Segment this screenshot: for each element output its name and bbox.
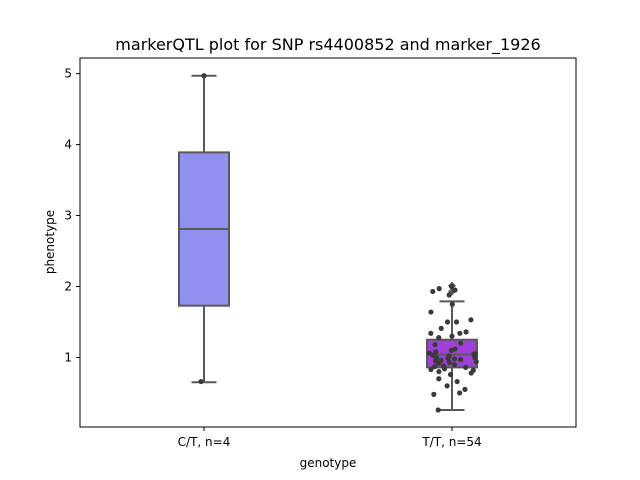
point-1-20: [433, 349, 439, 355]
point-1-8: [453, 319, 460, 325]
point-1-48: [454, 378, 460, 385]
point-1-41: [441, 366, 448, 372]
point-0-1: [198, 378, 204, 385]
point-1-7: [468, 317, 474, 323]
chart-title: markerQTL plot for SNP rs4400852 and mar…: [115, 35, 540, 55]
y-tick-label-0: 1: [64, 350, 72, 364]
point-1-3: [436, 286, 442, 292]
points-0: [198, 73, 207, 385]
point-1-50: [462, 386, 468, 392]
point-1-13: [428, 330, 434, 336]
points-1: [426, 283, 479, 413]
point-1-0: [448, 283, 455, 290]
point-1-34: [446, 359, 452, 366]
point-1-11: [463, 329, 469, 335]
plot-area: [178, 73, 479, 413]
y-tick-label-3: 4: [64, 138, 72, 152]
plot-frame: [79, 57, 577, 428]
point-1-47: [436, 376, 442, 382]
point-1-6: [428, 309, 434, 315]
y-axis-label: phenotype: [43, 210, 57, 274]
point-1-51: [457, 390, 463, 396]
x-tick-label-0: C/T, n=4: [178, 435, 231, 449]
point-1-12: [457, 330, 463, 336]
point-1-49: [444, 383, 450, 389]
point-1-46: [447, 371, 454, 378]
box-group-0: [178, 74, 230, 384]
x-tick-label-1: T/T, n=54: [421, 435, 481, 449]
point-1-29: [451, 356, 458, 362]
point-1-52: [431, 391, 437, 397]
point-1-28: [445, 355, 451, 361]
point-1-1: [452, 287, 458, 293]
point-1-36: [451, 361, 457, 368]
y-tick-label-2: 3: [64, 209, 72, 223]
point-1-17: [432, 342, 438, 348]
point-1-45: [468, 370, 474, 376]
point-1-26: [472, 354, 478, 361]
point-1-42: [428, 366, 434, 373]
point-1-9: [444, 319, 451, 325]
point-1-5: [449, 301, 455, 307]
point-1-19: [448, 347, 454, 353]
point-1-16: [457, 340, 464, 346]
point-1-53: [435, 407, 441, 413]
point-1-2: [430, 288, 436, 295]
y-axis: 1 2 3 4 5: [64, 67, 80, 364]
point-1-30: [457, 356, 464, 363]
point-1-35: [436, 360, 442, 366]
point-1-38: [432, 364, 438, 370]
y-tick-label-1: 2: [64, 279, 72, 293]
y-tick-label-4: 5: [64, 67, 72, 81]
point-1-4: [446, 292, 452, 298]
point-0-0: [201, 73, 207, 79]
point-1-10: [438, 325, 444, 331]
point-1-39: [463, 364, 469, 370]
x-axis-label: genotype: [300, 456, 357, 470]
point-1-44: [436, 369, 442, 375]
point-1-14: [449, 333, 455, 339]
x-axis: C/T, n=4 T/T, n=54: [178, 427, 482, 449]
point-1-33: [473, 359, 479, 365]
point-1-15: [436, 334, 442, 341]
